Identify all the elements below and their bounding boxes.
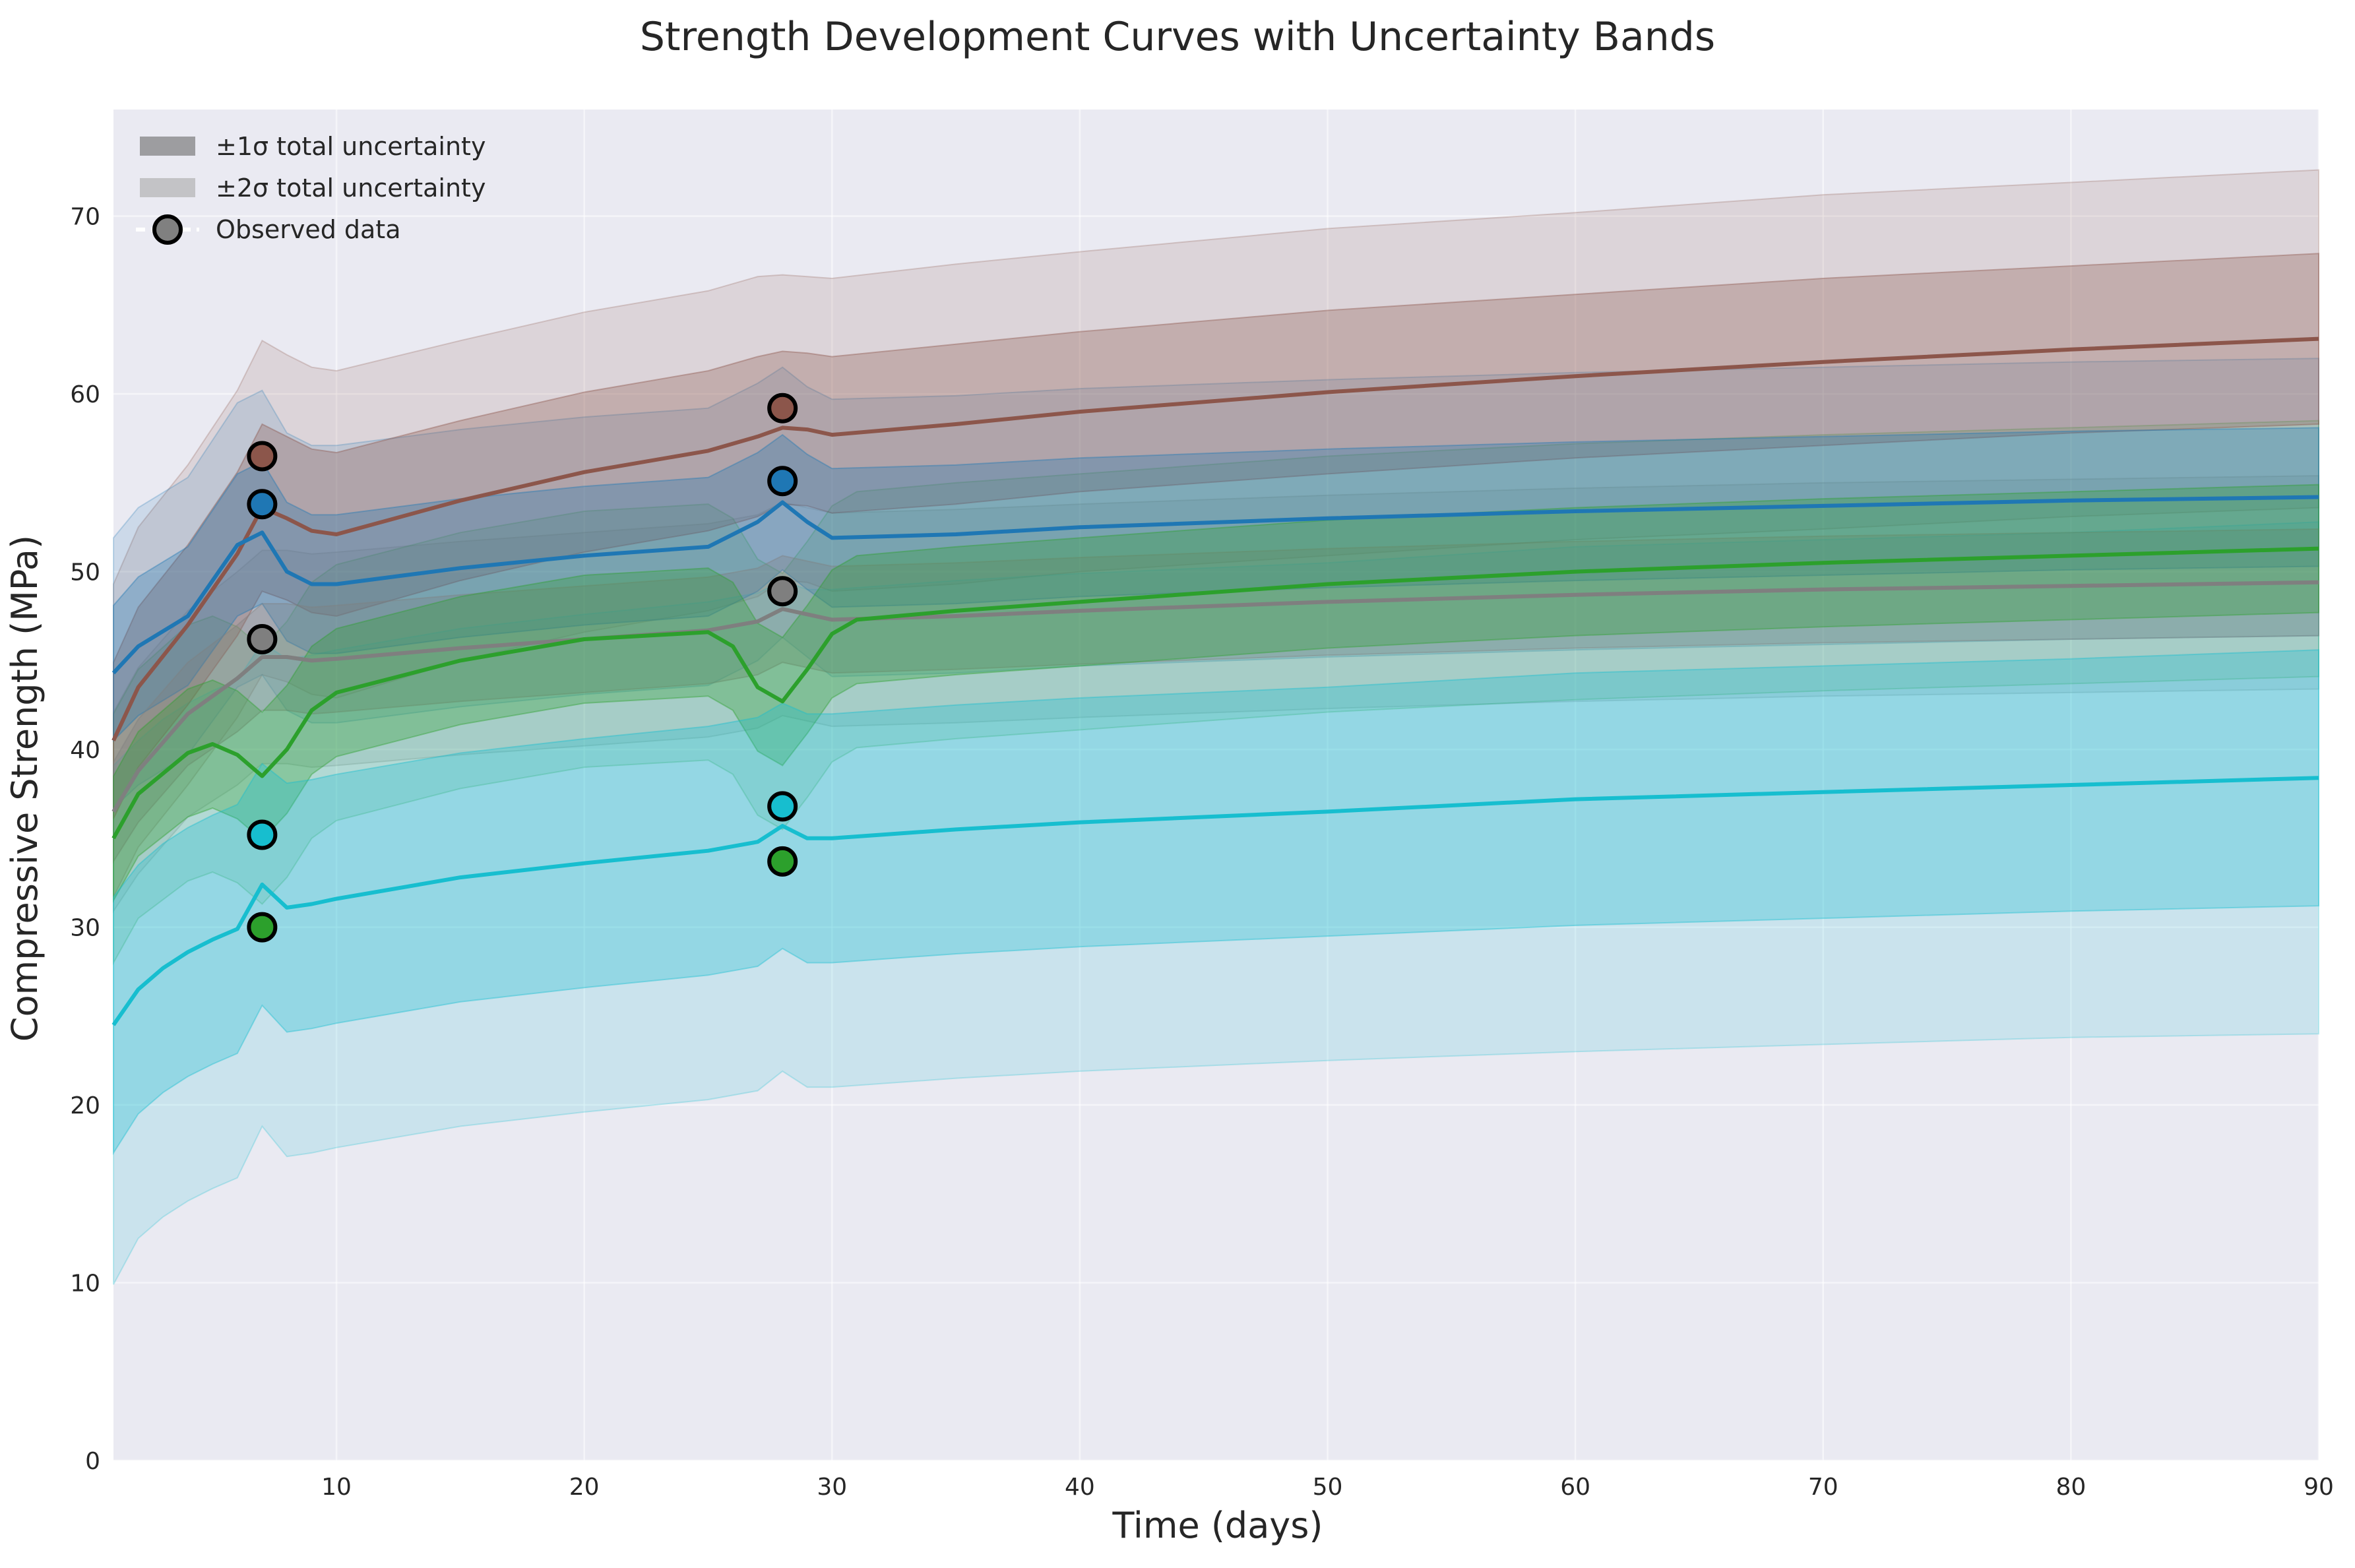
mean-line-brown — [111, 336, 2319, 741]
observed-point-brown — [247, 441, 278, 472]
x-tick-label: 70 — [1808, 1474, 1838, 1501]
x-tick-label: 20 — [569, 1474, 600, 1501]
y-axis-label: Compressive Strength (MPa) — [4, 535, 46, 1042]
x-tick-label: 10 — [321, 1474, 352, 1501]
band-2sigma-blue — [113, 358, 2319, 810]
y-tick-label: 50 — [70, 559, 100, 586]
band-2sigma-cyan — [113, 521, 2319, 1285]
legend-swatch-band2 — [140, 178, 195, 197]
legend-label-band1: ±1σ total uncertainty — [216, 132, 486, 161]
y-tick-label: 30 — [70, 915, 100, 942]
band-1sigma-layer — [113, 253, 2319, 1156]
x-axis-label: Time (days) — [1112, 1505, 1323, 1546]
tick-label-layer: 10 20 30 40 50 60 70 80 90 0 10 20 30 40 50 60 70 — [70, 204, 2334, 1501]
x-tick-label: 60 — [1560, 1474, 1590, 1501]
x-tick-label: 30 — [817, 1474, 847, 1501]
band-1sigma-brown — [113, 253, 2319, 819]
band-2sigma-gray — [113, 475, 2319, 914]
band-1sigma-cyan — [113, 649, 2319, 1156]
y-tick-label: 60 — [70, 381, 100, 408]
x-tick-label: 40 — [1065, 1474, 1095, 1501]
mean-line-green — [111, 546, 2319, 840]
y-tick-label: 0 — [85, 1448, 100, 1475]
observed-point-cyan — [247, 819, 278, 850]
observed-marker-layer — [247, 392, 798, 943]
y-tick-label: 40 — [70, 737, 100, 764]
legend-marker-icon — [152, 214, 183, 245]
observed-point-green — [767, 846, 798, 877]
observed-point-gray — [247, 624, 278, 655]
chart-title: Strength Development Curves with Uncerta… — [640, 14, 1715, 60]
legend-swatch-band1 — [140, 137, 195, 156]
plot-background — [113, 110, 2319, 1460]
mean-line-cyan — [111, 776, 2319, 1026]
mean-line-gray — [111, 580, 2319, 813]
band-1sigma-gray — [113, 528, 2319, 864]
mean-line-blue — [111, 495, 2319, 675]
legend: ±1σ total uncertainty ±2σ total uncertai… — [136, 132, 486, 245]
observed-point-blue — [247, 489, 278, 520]
y-tick-label: 70 — [70, 204, 100, 231]
observed-point-green — [247, 912, 278, 943]
plot-area — [111, 110, 2320, 1462]
x-tick-label: 90 — [2304, 1474, 2334, 1501]
x-tick-label: 80 — [2056, 1474, 2086, 1501]
legend-label-band2: ±2σ total uncertainty — [216, 173, 486, 203]
mean-line-layer — [111, 336, 2319, 1026]
band-2sigma-green — [113, 420, 2319, 966]
y-tick-label: 20 — [70, 1092, 100, 1119]
y-tick-label: 10 — [70, 1270, 100, 1298]
observed-point-brown — [767, 392, 798, 423]
observed-point-gray — [767, 576, 798, 607]
band-2sigma-layer — [113, 169, 2319, 1285]
observed-point-cyan — [767, 791, 798, 822]
x-tick-label: 50 — [1313, 1474, 1343, 1501]
band-2sigma-brown — [113, 169, 2319, 898]
legend-label-observed: Observed data — [216, 215, 401, 244]
band-1sigma-green — [113, 484, 2319, 904]
observed-point-blue — [767, 466, 798, 497]
